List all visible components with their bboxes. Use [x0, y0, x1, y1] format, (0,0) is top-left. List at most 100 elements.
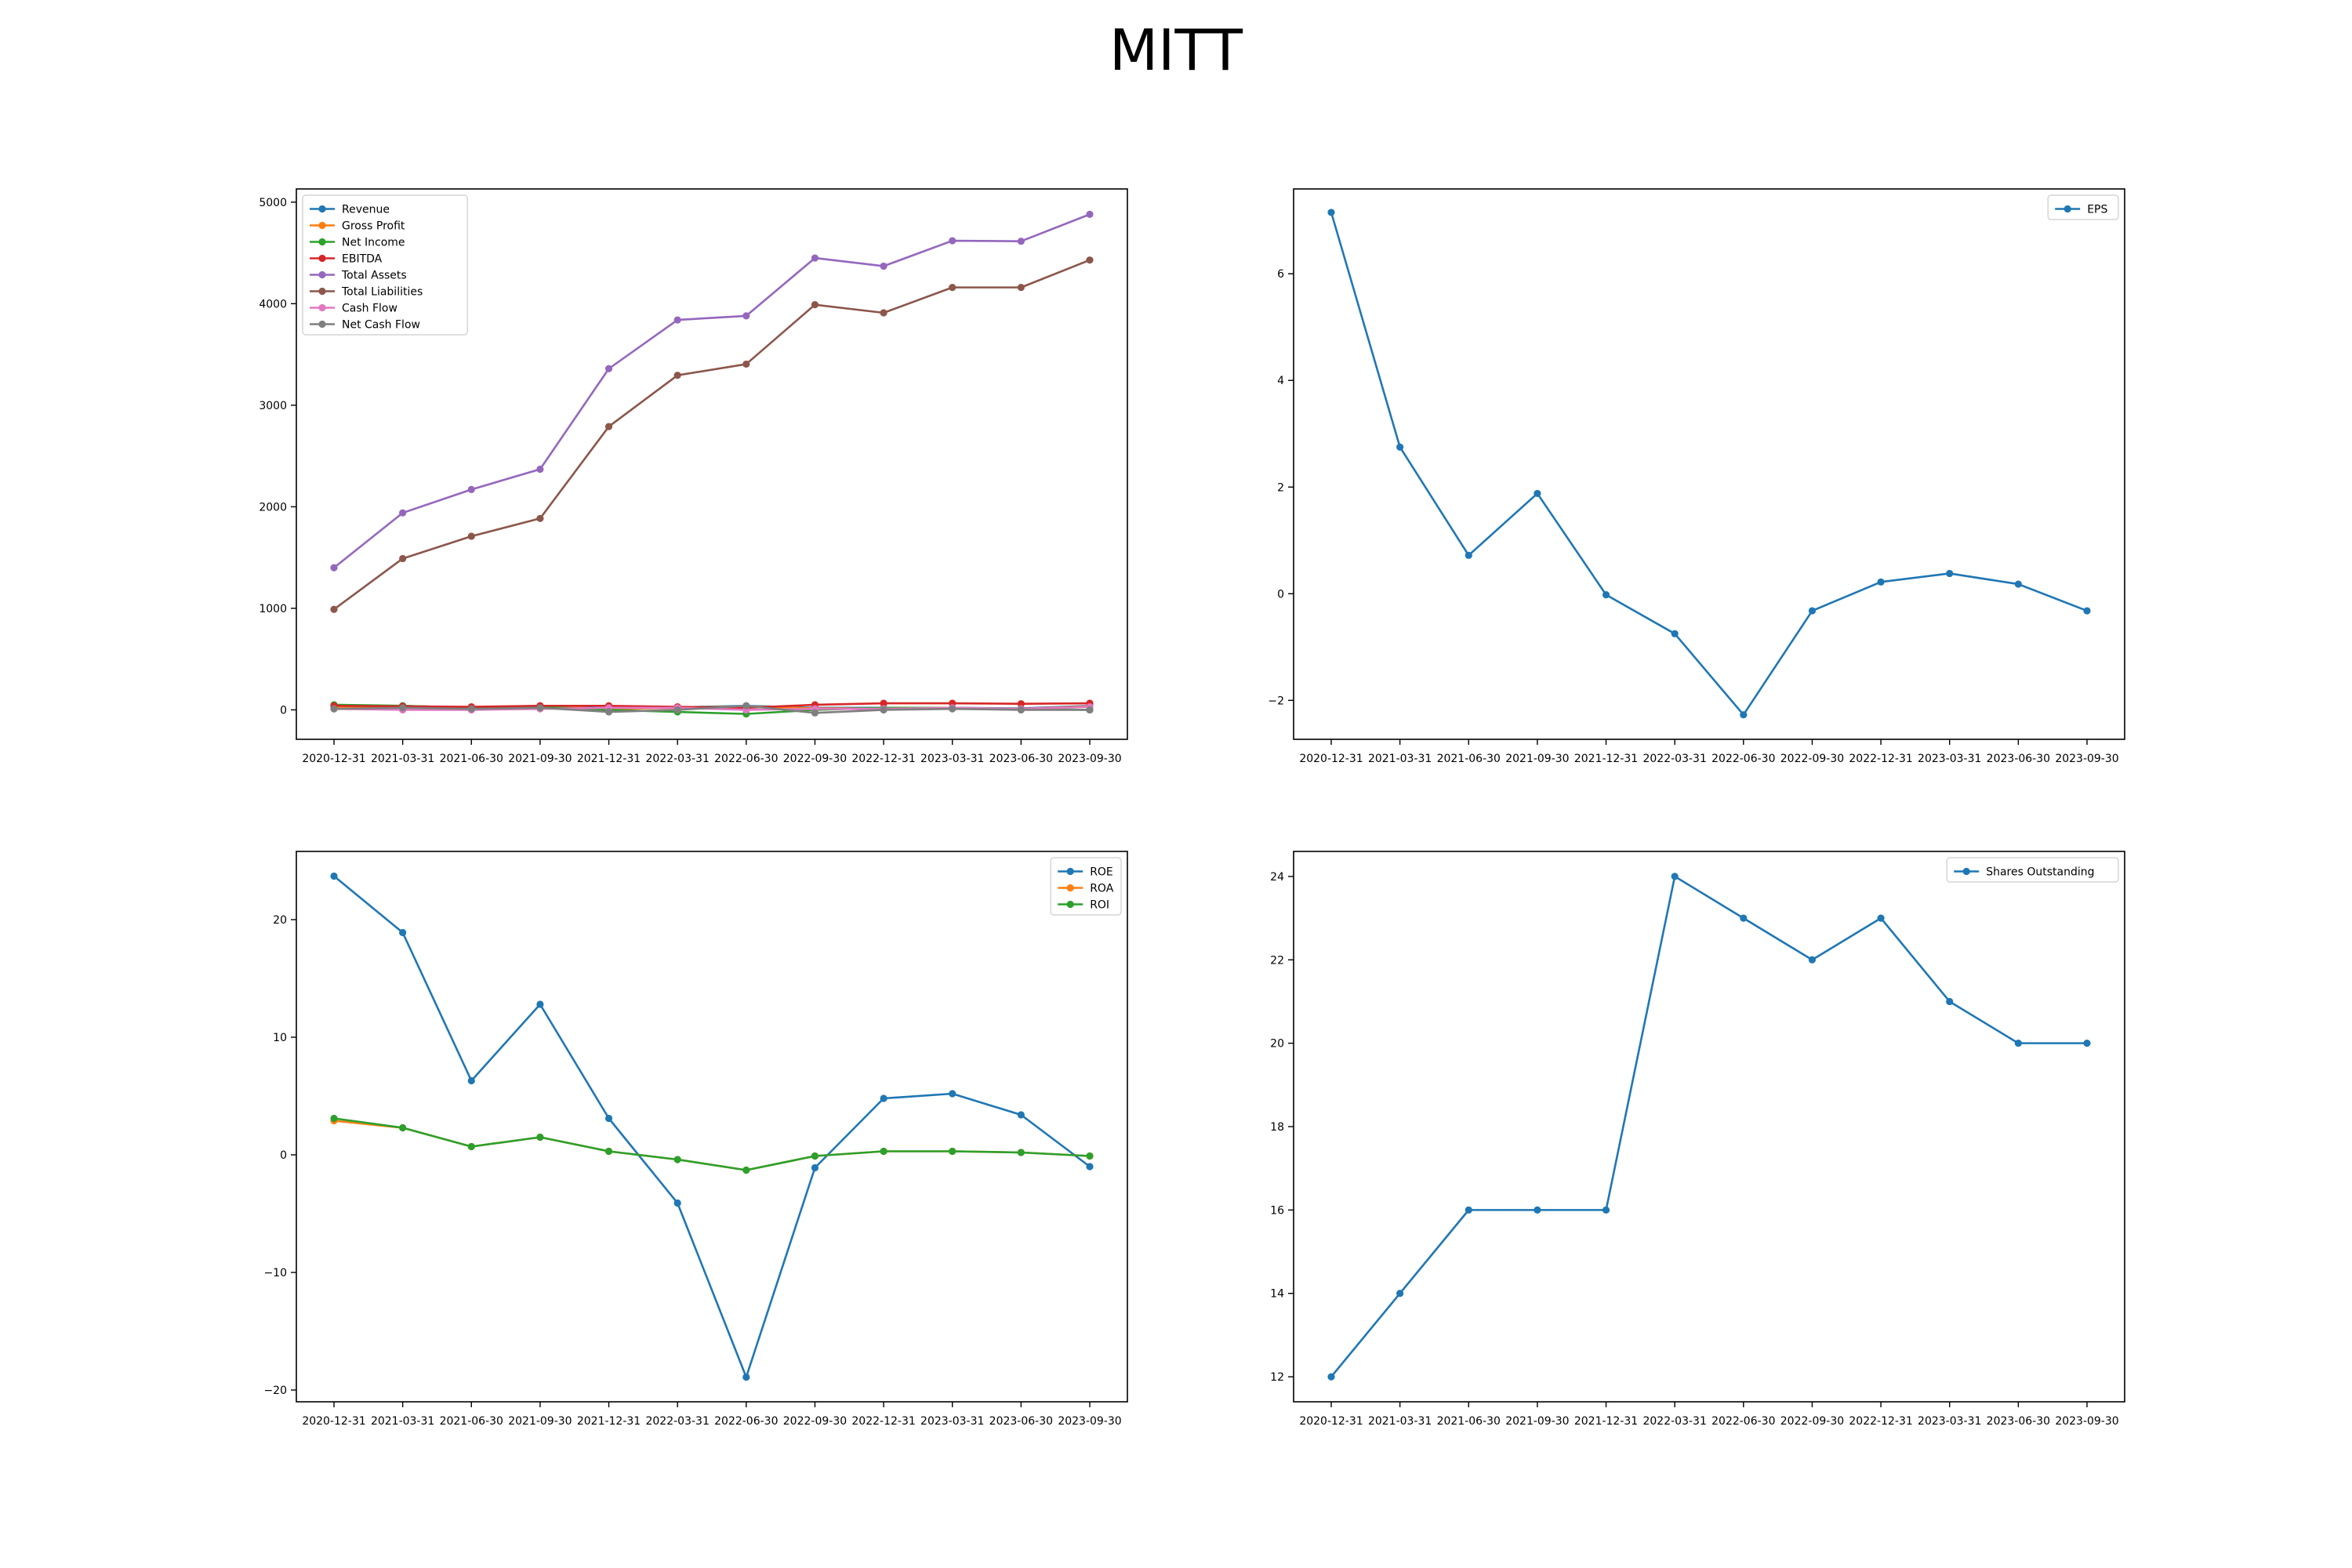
data-point — [330, 605, 338, 613]
legend-marker — [318, 320, 326, 328]
legend-label: Revenue — [342, 204, 390, 216]
legend-label: Total Liabilities — [341, 286, 423, 299]
series-roa — [330, 1116, 1094, 1174]
data-point — [742, 706, 750, 714]
x-tick-label: 2022-09-30 — [783, 753, 847, 765]
data-point — [467, 704, 475, 712]
data-point — [1740, 711, 1748, 719]
data-point — [330, 1116, 338, 1125]
x-tick-label: 2023-09-30 — [1058, 753, 1121, 765]
series-line — [333, 875, 1091, 1378]
data-point — [2083, 607, 2091, 615]
y-tick-label: 4000 — [259, 298, 287, 310]
x-tick-label: 2022-12-31 — [1849, 1415, 1912, 1428]
series-roe — [330, 872, 1094, 1381]
series-gross-profit — [330, 702, 1094, 713]
x-tick-label: 2023-06-30 — [1987, 1415, 2050, 1428]
data-point — [536, 465, 544, 474]
data-point — [1017, 700, 1025, 708]
data-point — [1017, 1111, 1025, 1119]
data-point — [536, 704, 544, 712]
data-point — [604, 704, 613, 712]
figure-title: MITT — [1109, 17, 1243, 83]
series-line — [333, 706, 1091, 711]
data-point — [604, 704, 613, 713]
plot-frame — [1293, 188, 2125, 740]
legend-marker — [318, 238, 326, 246]
series-eps — [1327, 209, 2091, 719]
series-roi — [330, 1114, 1094, 1174]
data-point — [330, 705, 338, 713]
x-tick-label: 2022-03-31 — [645, 753, 709, 765]
series-line — [333, 259, 1091, 611]
x-tick-label: 2022-06-30 — [1711, 753, 1775, 765]
data-point — [1740, 914, 1748, 922]
x-tick-label: 2020-12-31 — [302, 1415, 365, 1428]
plot-frame — [1293, 851, 2125, 1403]
legend-marker — [318, 270, 326, 279]
series-total-assets — [330, 210, 1094, 572]
data-point — [811, 701, 819, 709]
data-point — [880, 262, 887, 270]
data-point — [536, 1133, 544, 1142]
data-point — [1534, 1206, 1541, 1214]
data-point — [330, 702, 338, 710]
x-tick-label: 2020-12-31 — [1299, 1415, 1363, 1428]
y-tick-label: 0 — [280, 704, 287, 717]
x-tick-label: 2021-03-31 — [1368, 753, 1432, 765]
legend-marker — [1066, 900, 1074, 909]
data-point — [1396, 443, 1404, 451]
data-point — [1086, 702, 1094, 710]
y-tick-label: 20 — [273, 914, 287, 927]
x-tick-label: 2022-03-31 — [645, 1415, 709, 1428]
legend-label: Net Cash Flow — [342, 319, 420, 332]
x-tick-label: 2021-09-30 — [508, 1415, 572, 1428]
series-total-liabilities — [330, 256, 1094, 613]
data-point — [1017, 1149, 1025, 1156]
x-tick-label: 2022-09-30 — [783, 1415, 847, 1428]
data-point — [811, 1163, 819, 1172]
legend-item: Gross Profit — [310, 220, 405, 233]
legend-item: Total Assets — [310, 270, 407, 282]
data-point — [467, 1142, 475, 1151]
legend-item: ROI — [1058, 899, 1109, 912]
y-tick-label: 0 — [280, 1149, 287, 1162]
data-point — [1877, 914, 1885, 922]
data-point — [467, 702, 475, 711]
x-tick-label: 2023-03-31 — [1918, 1415, 1981, 1428]
data-point — [536, 702, 544, 710]
data-point — [949, 699, 956, 707]
data-point — [1671, 873, 1679, 880]
legend-marker — [318, 205, 326, 213]
data-point — [467, 485, 475, 493]
data-point — [811, 1152, 819, 1160]
x-tick-label: 2022-03-31 — [1642, 1415, 1706, 1428]
data-point — [604, 708, 613, 716]
data-point — [880, 704, 887, 712]
x-tick-label: 2021-06-30 — [1437, 753, 1501, 765]
y-tick-label: 4 — [1277, 375, 1284, 387]
data-point — [536, 514, 544, 522]
data-point — [1602, 591, 1610, 599]
data-point — [1017, 705, 1025, 713]
legend-marker — [1962, 867, 1970, 876]
legend-item: ROE — [1058, 866, 1113, 879]
data-point — [604, 1147, 613, 1156]
series-line — [333, 705, 1091, 710]
data-point — [1396, 1290, 1404, 1298]
series-net-income — [330, 701, 1094, 718]
data-point — [673, 704, 681, 712]
x-tick-label: 2022-06-30 — [1711, 1415, 1775, 1428]
data-point — [1017, 705, 1025, 713]
data-point — [742, 1373, 750, 1381]
legend-label: Net Income — [342, 237, 405, 249]
y-tick-label: −20 — [263, 1385, 287, 1397]
x-tick-label: 2022-12-31 — [851, 753, 915, 765]
x-tick-label: 2022-09-30 — [1780, 753, 1844, 765]
data-point — [1465, 1206, 1472, 1214]
series-ebitda — [330, 699, 1094, 712]
legend-item: Total Liabilities — [310, 286, 423, 299]
data-point — [1086, 706, 1094, 714]
data-point — [467, 1076, 475, 1085]
